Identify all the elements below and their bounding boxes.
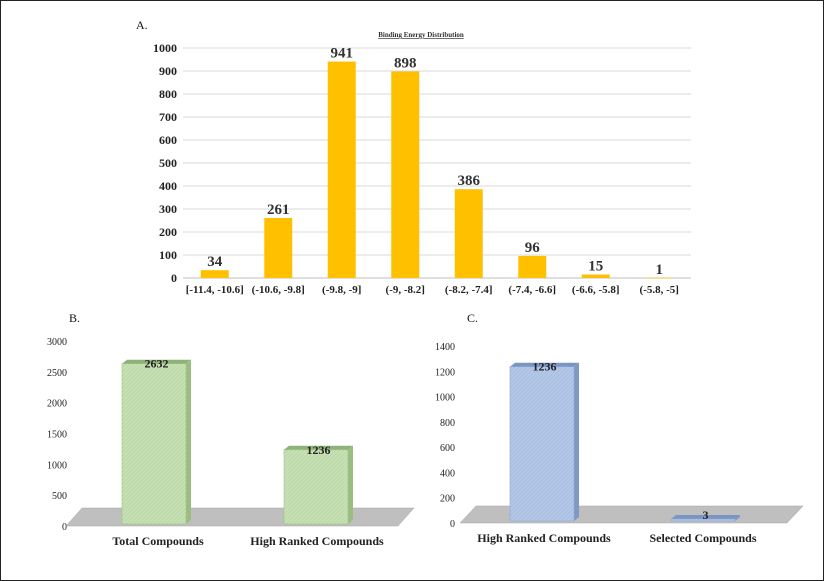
y-tick-label-a: 1000 bbox=[153, 41, 177, 55]
bar-top-b bbox=[122, 359, 191, 364]
y-tick-label-c: 800 bbox=[440, 418, 455, 429]
y-tick-label-a: 0 bbox=[171, 271, 177, 285]
bar-a bbox=[454, 189, 483, 278]
panel-label-b: B. bbox=[69, 311, 80, 325]
x-tick-label-b: Total Compounds bbox=[112, 534, 204, 548]
data-label-a: 898 bbox=[394, 55, 417, 71]
y-tick-label-c: 400 bbox=[440, 468, 455, 479]
y-tick-label-c: 1200 bbox=[435, 367, 455, 378]
bar-side-c bbox=[735, 515, 740, 521]
chart-c-selection: C. 0 200 400 600 800 1000 1200 1400 1236 High Rank… bbox=[435, 311, 804, 545]
y-tick-label-a: 300 bbox=[159, 202, 177, 216]
y-tick-label-a: 700 bbox=[159, 110, 177, 124]
bar-a bbox=[264, 217, 293, 278]
x-tick-label-a: (-9.8, -9] bbox=[322, 284, 361, 296]
y-tick-label-a: 400 bbox=[159, 179, 177, 193]
x-tick-label-a: (-5.8, -5] bbox=[640, 284, 679, 296]
x-tick-label-c: High Ranked Compounds bbox=[477, 531, 611, 545]
y-tick-label-a: 900 bbox=[159, 64, 177, 78]
bar-top-c bbox=[510, 362, 579, 367]
chart-a-title: Binding Energy Distribution bbox=[378, 31, 464, 39]
x-tick-label-a: (-7.4, -6.6] bbox=[508, 284, 556, 296]
x-tick-label-b: High Ranked Compounds bbox=[250, 534, 384, 548]
y-tick-label-a: 800 bbox=[159, 87, 177, 101]
y-tick-label-c: 0 bbox=[450, 519, 455, 530]
x-tick-label-a: (-9, -8.2] bbox=[386, 284, 425, 296]
data-label-a: 941 bbox=[331, 46, 354, 62]
data-label-a: 1 bbox=[656, 262, 664, 278]
x-tick-label-c: Selected Compounds bbox=[649, 531, 756, 545]
x-tick-label-a: (-8.2, -7.4] bbox=[445, 284, 493, 296]
chart-b-compounds: B. 0 500 1000 1500 2000 2500 3000 2632 Total Comp… bbox=[47, 311, 415, 548]
y-tick-label-b: 2500 bbox=[47, 368, 67, 379]
y-tick-label-b: 500 bbox=[52, 491, 67, 502]
y-tick-label-a: 600 bbox=[159, 133, 177, 147]
data-label-a: 261 bbox=[267, 202, 290, 218]
data-label-c: 3 bbox=[703, 508, 709, 522]
data-label-b: 2632 bbox=[145, 357, 169, 371]
bar-b bbox=[283, 449, 349, 525]
x-tick-label-a: (-10.6, -9.8] bbox=[252, 284, 305, 296]
x-tick-label-a: [-11.4, -10.6] bbox=[186, 284, 244, 296]
data-label-a: 15 bbox=[588, 259, 603, 275]
y-tick-label-b: 1500 bbox=[47, 430, 67, 441]
bar-a bbox=[645, 277, 674, 279]
bar-top-c bbox=[671, 515, 740, 519]
y-tick-label-a: 200 bbox=[159, 225, 177, 239]
y-tick-label-b: 1000 bbox=[47, 460, 67, 471]
chart-a-binding-energy: A. Binding Energy Distribution 0 100 200 300 4… bbox=[136, 18, 691, 296]
y-tick-label-c: 600 bbox=[440, 443, 455, 454]
bar-top-b bbox=[284, 445, 353, 450]
bar-a bbox=[518, 255, 547, 278]
bar-a bbox=[581, 274, 610, 278]
bar-c bbox=[670, 518, 736, 522]
panel-label-a: A. bbox=[136, 18, 148, 32]
data-label-a: 34 bbox=[207, 254, 223, 270]
y-tick-label-c: 1400 bbox=[435, 342, 455, 353]
y-tick-label-c: 1000 bbox=[435, 393, 455, 404]
data-label-b: 1236 bbox=[307, 443, 331, 457]
bar-side-b bbox=[348, 445, 353, 524]
y-tick-label-c: 200 bbox=[440, 494, 455, 505]
y-tick-label-b: 2000 bbox=[47, 399, 67, 410]
y-tick-label-b: 0 bbox=[62, 522, 67, 533]
bar-b bbox=[121, 363, 187, 525]
data-label-a: 96 bbox=[525, 240, 541, 256]
data-label-c: 1236 bbox=[533, 360, 557, 374]
bar-side-c bbox=[574, 362, 579, 521]
panel-label-c: C. bbox=[467, 311, 478, 325]
floor-b bbox=[65, 507, 415, 527]
y-tick-label-a: 100 bbox=[159, 248, 177, 262]
x-tick-label-a: (-6.6, -5.8] bbox=[572, 284, 620, 296]
bar-a bbox=[391, 71, 420, 279]
y-tick-label-b: 3000 bbox=[47, 337, 67, 348]
data-label-a: 386 bbox=[458, 173, 481, 189]
bar-a bbox=[327, 61, 356, 278]
bar-side-b bbox=[186, 359, 191, 524]
bar-a bbox=[200, 270, 229, 278]
bar-c bbox=[509, 366, 575, 522]
y-tick-label-a: 500 bbox=[159, 156, 177, 170]
